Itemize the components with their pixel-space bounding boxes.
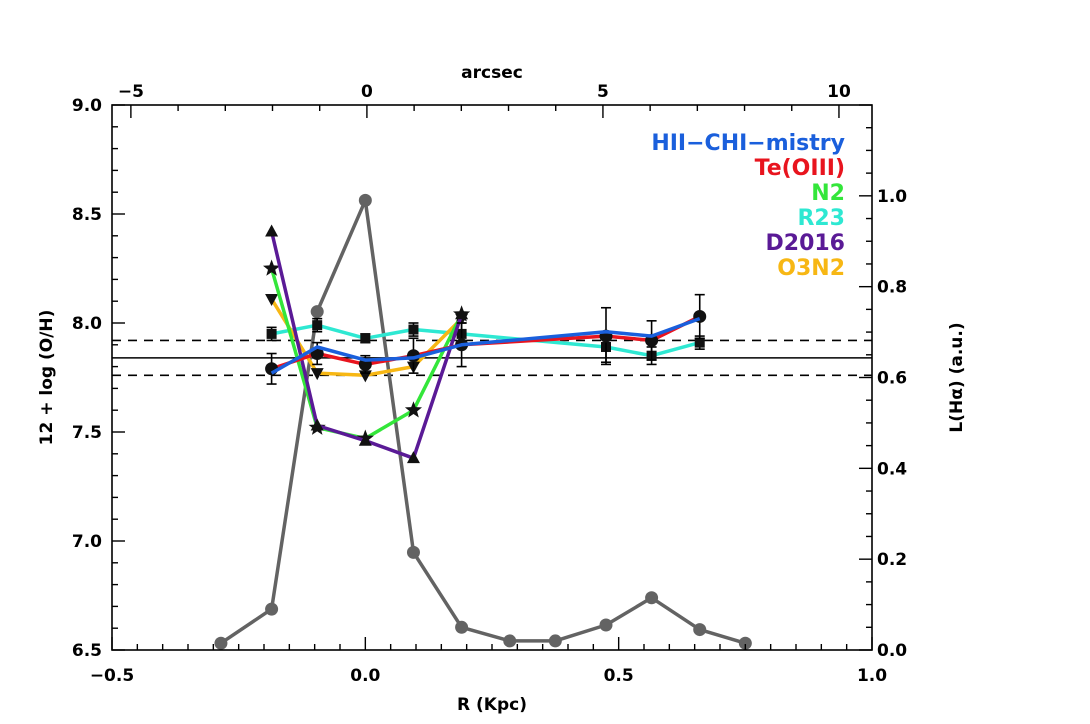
y-axis-label: 12 + log (O/H) [37, 310, 57, 446]
y2-tick-label: 0.8 [877, 278, 907, 298]
series-hii-chi-mistry [270, 316, 701, 375]
legend-entry: R23 [797, 206, 845, 231]
top-tick-label: 0 [361, 82, 373, 102]
axes: −0.5 0.0 0.5 1.0 R (Kpc) −5 0 5 10 arcsec 6.5 7.0 7.… [37, 63, 967, 715]
data-point [310, 418, 324, 431]
x-tick-label: −0.5 [90, 666, 134, 686]
plot-frame [111, 104, 873, 651]
top-tick-label: −5 [118, 82, 144, 102]
data-point [360, 333, 371, 344]
x-axis-label: R (Kpc) [457, 695, 527, 715]
y-tick-label: 7.5 [72, 423, 102, 443]
y2-tick-label: 0.6 [877, 369, 907, 389]
legend-entry: O3N2 [777, 256, 845, 281]
series-d2016 [265, 224, 469, 464]
y2-tick-label: 0.4 [877, 459, 907, 479]
y2-tick-label: 0.2 [877, 550, 907, 570]
series-line [271, 323, 701, 358]
legend-entry: HII−CHI−mistry [651, 131, 845, 156]
x-tick-label: 0.0 [350, 666, 380, 686]
series-layer [214, 193, 752, 650]
data-point [312, 320, 323, 331]
data-point [693, 623, 707, 637]
top-axis-label: arcsec [461, 63, 523, 83]
data-point [310, 305, 324, 319]
data-point [266, 328, 277, 339]
data-point [265, 602, 279, 616]
series-halpha [214, 193, 752, 650]
y-tick-label: 9.0 [72, 96, 102, 116]
data-point [408, 324, 419, 335]
reference-lines [112, 339, 872, 377]
legend-entry: D2016 [766, 231, 846, 256]
y-tick-label: 7.0 [72, 532, 102, 552]
data-point [404, 401, 422, 418]
y-tick-label: 8.5 [72, 205, 102, 225]
data-point [358, 193, 372, 207]
data-point [406, 545, 420, 559]
y-tick-label: 6.5 [72, 641, 102, 661]
data-point [214, 636, 228, 650]
series-te-oiii- [265, 293, 707, 385]
series-line [270, 316, 701, 375]
legend-entry: Te(OIII) [755, 156, 845, 181]
y2-axis-label: L(Hα) (a.u.) [947, 322, 967, 432]
data-point [265, 294, 279, 307]
y2-tick-label: 1.0 [877, 187, 907, 207]
data-point [738, 636, 752, 650]
data-point [694, 337, 705, 348]
data-point [310, 368, 324, 381]
data-point [455, 620, 469, 634]
data-point [548, 634, 562, 648]
top-tick-label: 5 [597, 82, 609, 102]
y2-tick-label: 0.0 [877, 641, 907, 661]
x-tick-label: 0.5 [604, 666, 634, 686]
data-point [503, 634, 517, 648]
data-point [645, 591, 659, 605]
data-point [599, 618, 613, 632]
data-point [265, 224, 279, 237]
x-tick-label: 1.0 [857, 666, 887, 686]
y-tick-label: 8.0 [72, 314, 102, 334]
data-point [358, 433, 372, 446]
legend-entry: N2 [811, 181, 845, 206]
top-tick-label: 10 [827, 82, 851, 102]
data-point [406, 451, 420, 464]
data-point [263, 259, 281, 276]
data-point [455, 307, 469, 320]
series-line [219, 198, 746, 645]
